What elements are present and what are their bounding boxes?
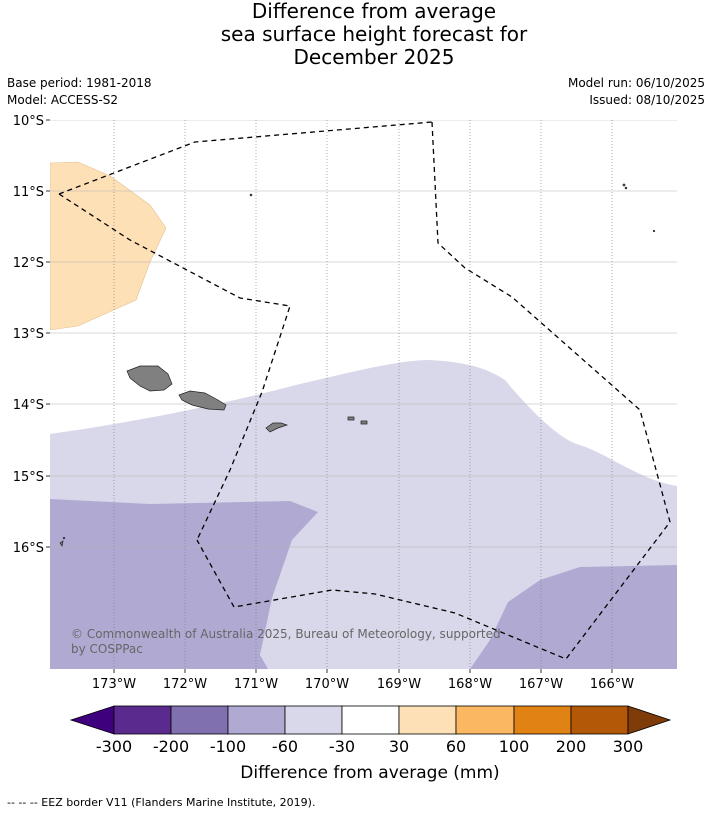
lon-label: 172°W — [163, 677, 207, 692]
axis-ticks — [46, 119, 613, 673]
island-small-1 — [249, 193, 253, 197]
anomaly-band-positive — [50, 161, 167, 331]
colorbar-tick: -30 — [329, 737, 355, 756]
colorbar-segment — [398, 705, 457, 735]
colorbar-tick: 100 — [499, 737, 530, 756]
island-upolu — [178, 390, 227, 411]
copyright-line-2: by COSPPac — [71, 642, 143, 656]
anomaly-band-medium-right — [470, 565, 677, 669]
lon-label: 166°W — [590, 677, 634, 692]
colorbar-segment — [113, 705, 172, 735]
island-small-2 — [622, 183, 626, 187]
island-small-3 — [624, 186, 628, 190]
colorbar-tick: -60 — [272, 737, 298, 756]
copyright-line-1: © Commonwealth of Australia 2025, Bureau… — [71, 627, 501, 641]
island-manua-2 — [360, 420, 368, 425]
lon-label: 173°W — [92, 677, 136, 692]
lon-label: 169°W — [377, 677, 421, 692]
anomaly-band-medium-left — [50, 499, 318, 669]
colorbar-tick: 30 — [389, 737, 409, 756]
eez-border-samoa-north — [58, 121, 433, 195]
meta-right: Model run: 06/10/2025 Issued: 08/10/2025 — [568, 75, 705, 109]
island-small-4 — [652, 229, 656, 233]
lon-label: 168°W — [448, 677, 492, 692]
colorbar-segment — [341, 705, 400, 735]
lat-label: 13°S — [13, 327, 44, 342]
colorbar-segment — [227, 705, 286, 735]
title-line-1: Difference from average — [251, 0, 497, 23]
colorbar-segment — [570, 705, 629, 735]
lon-label: 167°W — [519, 677, 563, 692]
colorbar-segment — [513, 705, 572, 735]
islands — [59, 183, 656, 547]
colorbar: -300 -200 -100 -60 -30 30 60 100 200 300… — [69, 705, 672, 783]
colorbar-extend-min — [69, 705, 115, 735]
title-line-3: December 2025 — [293, 45, 455, 69]
meta-left: Base period: 1981-2018 Model: ACCESS-S2 — [7, 75, 152, 109]
issued-date: Issued: 08/10/2025 — [589, 93, 705, 107]
lat-label: 11°S — [13, 185, 44, 200]
model-run: Model run: 06/10/2025 — [567, 76, 705, 90]
colorbar-tick: 200 — [556, 737, 587, 756]
lat-label: 12°S — [13, 256, 44, 271]
lat-label: 15°S — [13, 470, 44, 485]
grid-lines — [50, 120, 677, 669]
colorbar-tick: -300 — [96, 737, 132, 756]
eez-borders — [58, 121, 671, 660]
lon-label: 171°W — [234, 677, 278, 692]
latitude-labels: 10°S 11°S 12°S 13°S 14°S 15°S 16°S — [13, 114, 44, 556]
island-manua-1 — [347, 416, 355, 421]
island-savaii — [126, 365, 173, 392]
lat-label: 14°S — [13, 398, 44, 413]
lon-label: 170°W — [305, 677, 349, 692]
map-area: © Commonwealth of Australia 2025, Bureau… — [50, 120, 677, 669]
colorbar-tick: 300 — [613, 737, 644, 756]
eez-footnote: -- -- -- EEZ border V11 (Flanders Marine… — [7, 796, 316, 809]
map-title: Difference from average sea surface heig… — [0, 0, 713, 69]
colorbar-tick: -200 — [153, 737, 189, 756]
colorbar-title: Difference from average (mm) — [240, 763, 499, 783]
lat-label: 16°S — [13, 541, 44, 556]
base-period: Base period: 1981-2018 — [7, 76, 152, 90]
eez-border-samoa-west — [58, 193, 291, 541]
colorbar-segment — [455, 705, 515, 735]
longitude-labels: 173°W 172°W 171°W 170°W 169°W 168°W 167°… — [92, 677, 634, 692]
title-line-2: sea surface height forecast for — [220, 22, 528, 46]
island-small-5 — [59, 540, 64, 547]
island-tutuila — [265, 422, 289, 433]
colorbar-extend-max — [627, 705, 672, 735]
colorbar-segment — [170, 705, 229, 735]
model-name: Model: ACCESS-S2 — [7, 93, 119, 107]
eez-border-american-samoa — [196, 121, 671, 660]
island-small-6 — [62, 536, 66, 540]
lat-label: 10°S — [13, 114, 44, 129]
colorbar-tick: 60 — [446, 737, 466, 756]
colorbar-tick: -100 — [210, 737, 246, 756]
colorbar-segment — [284, 705, 343, 735]
colorbar-tick-labels: -300 -200 -100 -60 -30 30 60 100 200 300 — [96, 737, 643, 756]
